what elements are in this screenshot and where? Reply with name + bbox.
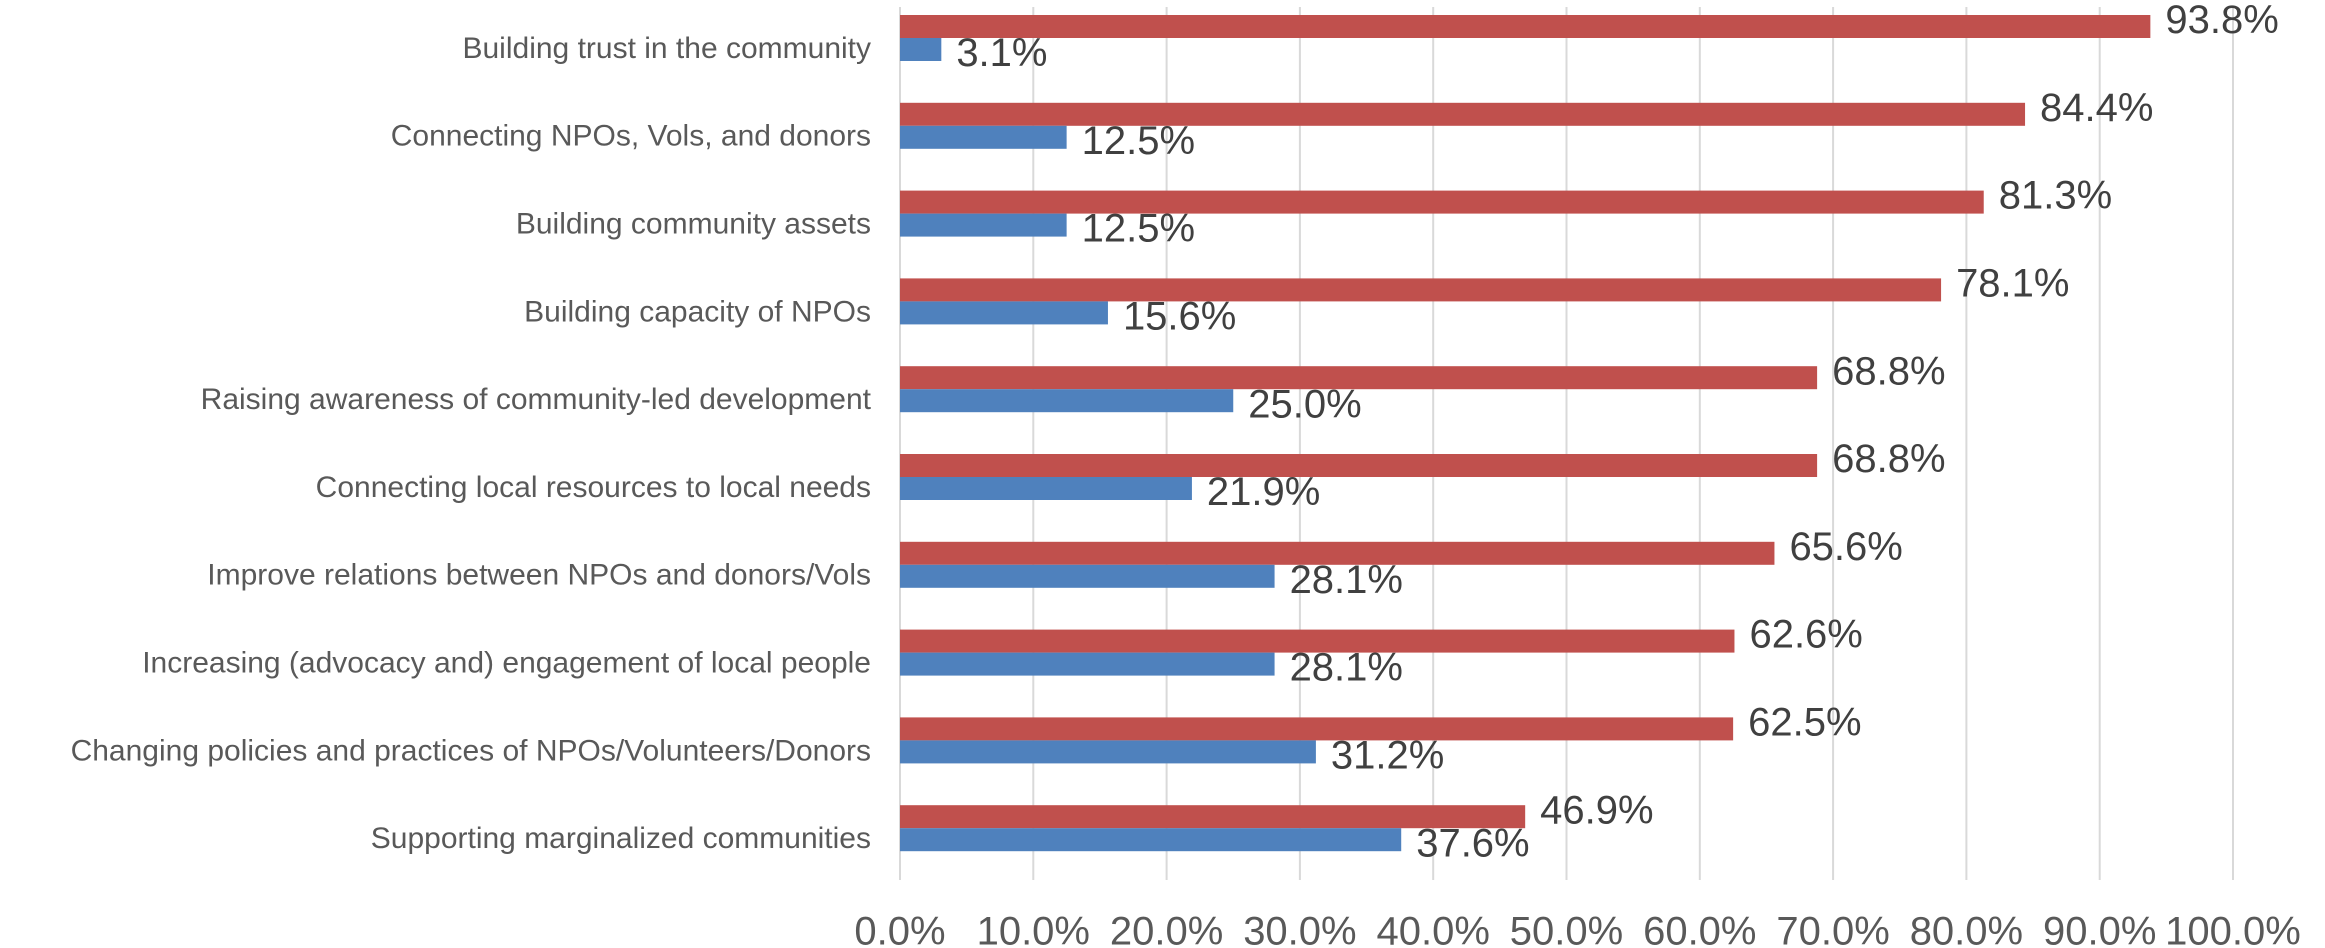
bar xyxy=(900,828,1402,852)
bar xyxy=(900,564,1275,588)
value-label: 21.9% xyxy=(1207,470,1320,514)
bar xyxy=(900,213,1067,237)
bar xyxy=(900,15,2151,38)
bar xyxy=(900,190,1984,214)
x-tick-label: 0.0% xyxy=(854,910,945,948)
x-tick-label: 70.0% xyxy=(1776,910,1889,948)
y-tick-label: Connecting local resources to local need… xyxy=(316,471,871,504)
value-label: 46.9% xyxy=(1540,788,1653,832)
x-tick-label: 50.0% xyxy=(1510,910,1623,948)
x-tick-label: 90.0% xyxy=(2043,910,2156,948)
value-label: 25.0% xyxy=(1248,382,1361,426)
bar xyxy=(900,102,2026,126)
x-tick-label: 30.0% xyxy=(1243,910,1356,948)
value-label: 68.8% xyxy=(1832,437,1945,481)
bar xyxy=(900,389,1234,413)
x-tick-label: 10.0% xyxy=(977,910,1090,948)
bar xyxy=(900,366,1818,390)
value-label: 62.5% xyxy=(1748,700,1861,744)
x-tick-label: 100.0% xyxy=(2165,910,2301,948)
bar xyxy=(900,629,1735,653)
bar xyxy=(900,454,1818,477)
y-tick-label: Changing policies and practices of NPOs/… xyxy=(71,734,871,767)
y-tick-label: Connecting NPOs, Vols, and donors xyxy=(391,120,871,153)
value-label: 31.2% xyxy=(1331,733,1444,777)
value-label: 65.6% xyxy=(1789,525,1902,569)
value-label: 37.6% xyxy=(1416,821,1529,865)
value-label: 78.1% xyxy=(1956,261,2069,305)
value-label: 84.4% xyxy=(2040,86,2153,130)
x-tick-label: 20.0% xyxy=(1110,910,1223,948)
bar xyxy=(900,477,1192,500)
value-label: 28.1% xyxy=(1290,558,1403,602)
bar xyxy=(900,125,1067,149)
bar xyxy=(900,301,1108,325)
bar xyxy=(900,740,1316,764)
value-label: 93.8% xyxy=(2165,0,2278,42)
x-tick-label: 60.0% xyxy=(1643,910,1756,948)
value-label: 15.6% xyxy=(1123,294,1236,338)
y-tick-label: Increasing (advocacy and) engagement of … xyxy=(142,647,871,680)
x-tick-label: 40.0% xyxy=(1376,910,1489,948)
bar xyxy=(900,717,1734,741)
bar xyxy=(900,805,1526,829)
y-tick-label: Building trust in the community xyxy=(462,32,871,65)
bar xyxy=(900,541,1775,565)
value-label: 3.1% xyxy=(956,31,1047,75)
value-label: 28.1% xyxy=(1290,646,1403,690)
bar xyxy=(900,652,1275,676)
y-tick-label: Raising awareness of community-led devel… xyxy=(201,383,872,416)
y-tick-label: Building community assets xyxy=(516,208,871,241)
value-label: 62.6% xyxy=(1749,613,1862,657)
x-tick-label: 80.0% xyxy=(1910,910,2023,948)
y-tick-label: Improve relations between NPOs and donor… xyxy=(207,559,871,592)
value-label: 81.3% xyxy=(1999,174,2112,218)
y-tick-label: Building capacity of NPOs xyxy=(524,295,871,328)
bar xyxy=(900,38,942,61)
bar xyxy=(900,278,1942,302)
value-label: 68.8% xyxy=(1832,349,1945,393)
y-tick-label: Supporting marginalized communities xyxy=(371,822,871,855)
value-label: 12.5% xyxy=(1082,119,1195,163)
value-label: 12.5% xyxy=(1082,207,1195,251)
